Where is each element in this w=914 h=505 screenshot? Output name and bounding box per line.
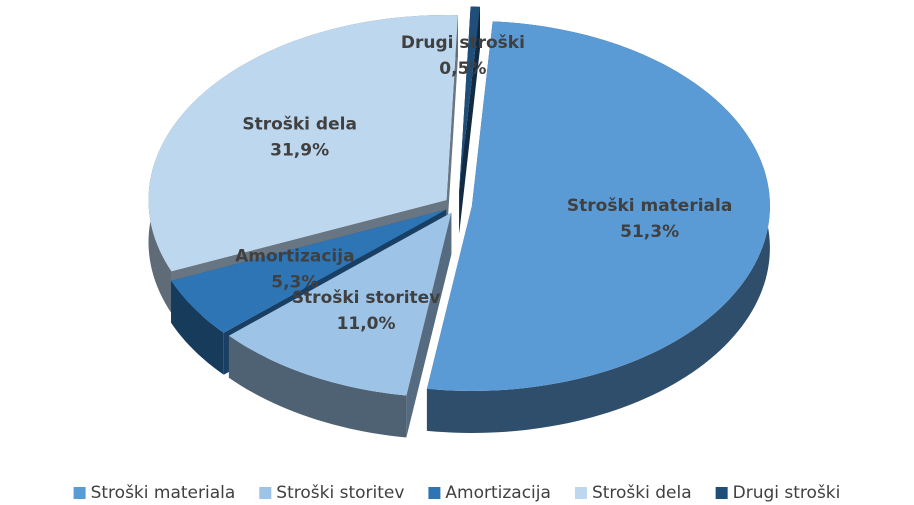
legend-label: Stroški storitev [276,483,404,503]
slice-label-value: 31,9% [270,141,329,161]
slice-label-name: Drugi stroški [401,33,525,53]
legend-label: Stroški materiala [91,483,236,503]
slice-label-value: 11,0% [337,314,396,334]
slice-wall [171,280,224,375]
legend-swatch [428,487,441,499]
slice-wall [228,335,407,438]
legend-swatch [715,487,728,499]
slice-label-value: 5,3% [271,273,318,293]
legend-swatch [73,487,86,499]
legend-swatch [574,487,587,499]
legend-swatch [259,487,272,499]
slice [171,209,447,333]
legend: Stroški materiala Stroški storitev Amortiz… [73,483,841,503]
legend-label: Amortizacija [445,483,551,503]
slice-label-name: Stroški storitev [292,288,440,308]
slice-edge [446,15,458,243]
legend-label: Stroški dela [592,483,692,503]
slice-label-name: Stroški dela [242,115,357,135]
slice-label-name: Stroški materiala [567,196,732,216]
slice [459,6,480,192]
slice [228,212,452,396]
slice [426,21,770,391]
slice [148,15,458,272]
slice-label-value: 0,5% [439,59,486,79]
slice-edge [459,6,480,234]
slice-wall [426,21,770,433]
legend-label: Drugi stroški [733,483,841,503]
slice-label-name: Amortizacija [235,247,354,267]
slice-edge [406,212,452,438]
slice-label-value: 51,3% [620,222,679,242]
